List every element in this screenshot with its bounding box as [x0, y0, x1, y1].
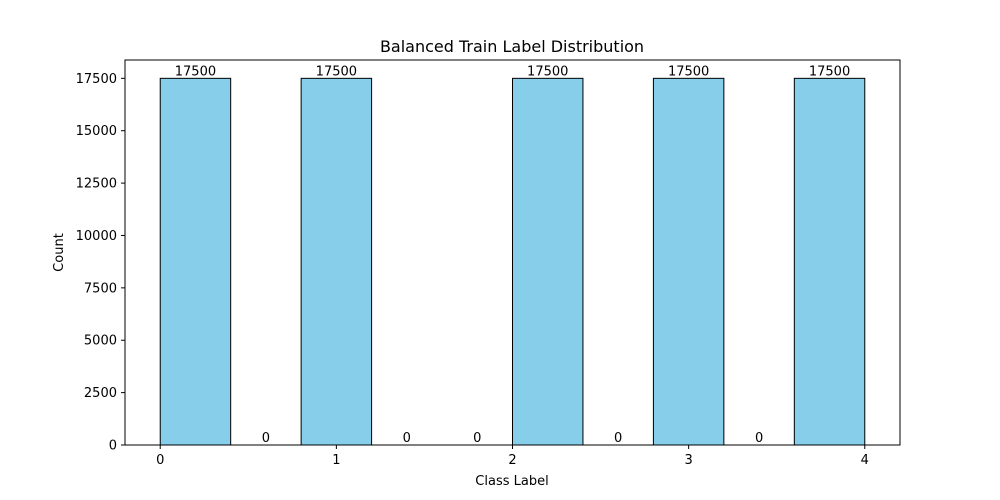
y-tick-label-6: 15000: [76, 124, 117, 139]
bar-0: [159, 77, 232, 446]
bar-2: [300, 77, 373, 446]
bar-value-label-3: 0: [403, 431, 411, 446]
y-tick-label-2: 5000: [84, 334, 117, 349]
bar-labels-group: 17500 0 17500 0 0 17500 0 17500 0 17500: [175, 64, 850, 446]
y-tick-label-7: 17500: [76, 72, 117, 87]
x-tick-label-2: 2: [508, 453, 516, 468]
bar-value-label-4: 0: [473, 431, 481, 446]
bar-value-label-7: 17500: [668, 64, 709, 79]
bar-value-label-1: 0: [262, 431, 270, 446]
bars-group: [159, 77, 866, 446]
y-tick-label-1: 2500: [84, 386, 117, 401]
x-tick-label-0: 0: [156, 453, 164, 468]
bar-value-label-8: 0: [755, 431, 763, 446]
x-axis: 0 1 2 3 4: [156, 445, 869, 468]
chart-title: Balanced Train Label Distribution: [380, 37, 644, 56]
bar-value-label-5: 17500: [527, 64, 568, 79]
bar-value-label-2: 17500: [316, 64, 357, 79]
x-tick-label-1: 1: [332, 453, 340, 468]
x-tick-label-3: 3: [684, 453, 692, 468]
x-axis-label: Class Label: [475, 474, 548, 489]
bar-value-label-9: 17500: [809, 64, 850, 79]
y-tick-label-4: 10000: [76, 229, 117, 244]
bar-value-label-0: 17500: [175, 64, 216, 79]
bar-9: [793, 77, 866, 446]
x-tick-label-4: 4: [861, 453, 869, 468]
bar-value-label-6: 0: [614, 431, 622, 446]
y-axis-label: Count: [52, 233, 67, 272]
y-tick-label-5: 12500: [76, 177, 117, 192]
y-tick-label-0: 0: [109, 439, 117, 454]
bar-7: [652, 77, 725, 446]
y-tick-label-3: 7500: [84, 281, 117, 296]
bar-5: [512, 77, 584, 446]
y-axis: 0 2500 5000 7500 10000 12500 15000 17500: [76, 72, 125, 454]
